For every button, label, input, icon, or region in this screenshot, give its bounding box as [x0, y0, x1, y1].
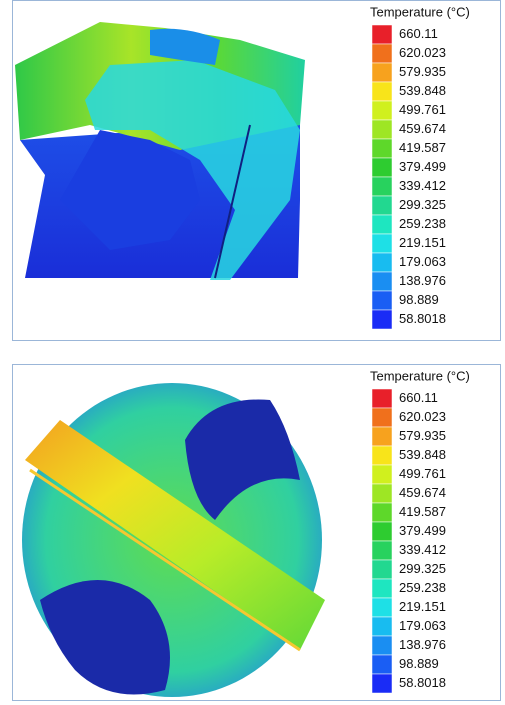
legend-label: 620.023	[399, 45, 446, 60]
color-swatch	[372, 389, 392, 408]
color-swatch	[372, 215, 392, 234]
legend-label: 339.412	[399, 178, 446, 193]
color-swatch	[372, 272, 392, 291]
color-swatch	[372, 82, 392, 101]
legend-label: 579.935	[399, 428, 446, 443]
color-swatch	[372, 617, 392, 636]
legend-label: 459.674	[399, 485, 446, 500]
color-swatch	[372, 310, 392, 329]
color-swatch	[372, 234, 392, 253]
color-swatch	[372, 636, 392, 655]
legend-label: 499.761	[399, 466, 446, 481]
legend-label: 620.023	[399, 409, 446, 424]
legend-label: 579.935	[399, 64, 446, 79]
color-swatch	[372, 177, 392, 196]
legend-label: 219.151	[399, 599, 446, 614]
color-swatch	[372, 25, 392, 44]
screenshot: Temperature (°C) 660.11 620.023 579.935 539.…	[0, 0, 505, 705]
legend-label: 379.499	[399, 159, 446, 174]
legend-label: 419.587	[399, 504, 446, 519]
legend-label: 299.325	[399, 197, 446, 212]
render-top	[15, 22, 305, 280]
legend-label: 138.976	[399, 637, 446, 652]
color-swatch	[372, 446, 392, 465]
legend-title: Temperature (°C)	[370, 368, 470, 383]
color-swatch	[372, 63, 392, 82]
color-swatch	[372, 196, 392, 215]
color-swatch	[372, 101, 392, 120]
color-swatch	[372, 139, 392, 158]
legend-label: 98.889	[399, 656, 439, 671]
color-swatch	[372, 44, 392, 63]
color-swatch	[372, 503, 392, 522]
color-swatch	[372, 598, 392, 617]
color-swatch	[372, 655, 392, 674]
color-swatch	[372, 484, 392, 503]
legend-label: 419.587	[399, 140, 446, 155]
color-swatch	[372, 291, 392, 310]
color-swatch	[372, 560, 392, 579]
legend-label: 299.325	[399, 561, 446, 576]
color-swatch	[372, 541, 392, 560]
legend-label: 58.8018	[399, 675, 446, 690]
legend-label: 539.848	[399, 83, 446, 98]
legend-label: 379.499	[399, 523, 446, 538]
legend-label: 179.063	[399, 254, 446, 269]
legend-label: 98.889	[399, 292, 439, 307]
legend-label: 539.848	[399, 447, 446, 462]
legend-label: 660.11	[399, 390, 438, 405]
legend-title: Temperature (°C)	[370, 4, 470, 19]
legend-label: 259.238	[399, 580, 446, 595]
legend-label: 660.11	[399, 26, 438, 41]
legend-label: 58.8018	[399, 311, 446, 326]
color-swatch	[372, 674, 392, 693]
color-swatch	[372, 427, 392, 446]
color-swatch	[372, 253, 392, 272]
legend-label: 499.761	[399, 102, 446, 117]
color-swatch	[372, 158, 392, 177]
color-swatch	[372, 408, 392, 427]
color-swatch	[372, 579, 392, 598]
color-swatch	[372, 465, 392, 484]
legend-label: 459.674	[399, 121, 446, 136]
legend-label: 138.976	[399, 273, 446, 288]
color-swatch	[372, 120, 392, 139]
legend-label: 259.238	[399, 216, 446, 231]
legend-label: 179.063	[399, 618, 446, 633]
legend-label: 219.151	[399, 235, 446, 250]
color-swatch	[372, 522, 392, 541]
legend-label: 339.412	[399, 542, 446, 557]
